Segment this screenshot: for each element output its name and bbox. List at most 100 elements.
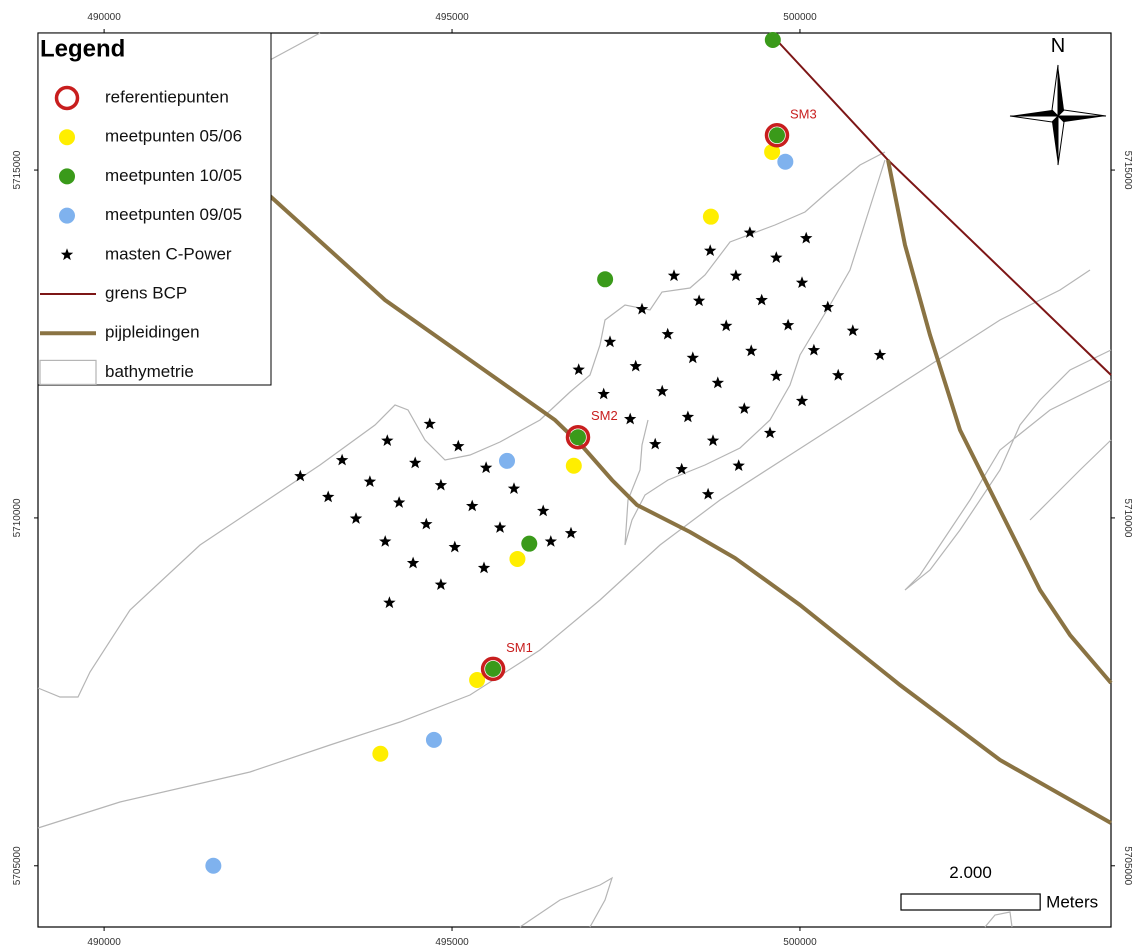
- y-tick-label: 5715000: [1122, 151, 1133, 190]
- turbine: [393, 496, 406, 508]
- legend-items: referentiepunten meetpunten 05/06 meetpunt…: [39, 85, 242, 385]
- turbine: [507, 482, 521, 494]
- turbine: [770, 369, 783, 382]
- scale-label: 2.000: [949, 863, 992, 882]
- turbine: [544, 535, 557, 547]
- measurement-point: [499, 452, 516, 469]
- y-tick-label: 5705000: [12, 846, 23, 885]
- depth-contour: [984, 911, 1013, 928]
- pipeline: [268, 194, 1112, 825]
- measurement-point: [469, 672, 486, 689]
- pipeline: [886, 159, 1113, 685]
- reference-point: [764, 123, 790, 148]
- turbine: [800, 231, 813, 244]
- turbine: [448, 540, 461, 553]
- turbine: [656, 384, 669, 397]
- turbine: [795, 394, 809, 407]
- x-tick-label: 495000: [435, 937, 469, 948]
- y-tick-label: 5715000: [12, 150, 23, 189]
- depth-contour: [269, 32, 321, 61]
- measurement-point: [764, 31, 781, 48]
- turbine: [729, 269, 743, 282]
- turbine: [661, 327, 674, 340]
- compass: [1052, 116, 1058, 165]
- turbine: [701, 487, 715, 500]
- turbine: [832, 368, 845, 381]
- turbine: [349, 512, 363, 524]
- turbine: [322, 490, 335, 503]
- point-label: SM2: [591, 408, 618, 423]
- measurement-point: [509, 550, 526, 567]
- legend-label: masten C-Power: [105, 244, 232, 263]
- reference-point: [565, 424, 591, 450]
- depth-contour: [37, 269, 1091, 829]
- turbine: [409, 456, 422, 469]
- scale-bar: 2.000 Meters: [900, 863, 1098, 911]
- y-tick-label: 5705000: [1122, 846, 1133, 885]
- turbine: [406, 556, 420, 569]
- turbine: [363, 475, 377, 487]
- measurement-point: [597, 271, 614, 288]
- measurement-point: [702, 208, 719, 225]
- turbine: [704, 244, 717, 256]
- turbine: [846, 324, 859, 336]
- turbine: [294, 469, 307, 482]
- turbine: [649, 437, 662, 450]
- turbine: [434, 578, 448, 590]
- turbine: [667, 269, 681, 282]
- measurement-point: [565, 457, 582, 474]
- turbine: [706, 434, 720, 446]
- legend-label: grens BCP: [105, 283, 187, 302]
- turbine: [564, 526, 578, 539]
- scale-units: Meters: [1046, 892, 1098, 911]
- turbine: [681, 410, 695, 423]
- legend-label: bathymetrie: [105, 362, 194, 381]
- turbine: [493, 521, 507, 533]
- turbine: [743, 226, 756, 238]
- bathymetry: [37, 32, 1112, 928]
- turbine: [381, 434, 394, 446]
- measurement-point: [485, 660, 502, 677]
- turbine: [452, 439, 465, 452]
- turbine: [720, 319, 733, 332]
- turbine: [629, 359, 642, 372]
- legend-label: meetpunten 09/05: [105, 205, 242, 224]
- y-tick-label: 5710000: [1122, 498, 1133, 537]
- legend-label: referentiepunten: [105, 87, 229, 106]
- x-tick-label: 490000: [87, 937, 121, 948]
- north-arrow: N: [1009, 35, 1107, 166]
- turbine: [537, 504, 550, 517]
- turbine: [686, 351, 699, 364]
- turbine: [821, 300, 834, 313]
- turbine: [745, 344, 758, 357]
- depth-contour: [519, 876, 614, 928]
- turbine: [434, 478, 448, 491]
- measurement-point: [764, 143, 781, 160]
- turbine: [477, 561, 491, 574]
- turbine: [738, 402, 751, 414]
- y-tick-label: 5710000: [12, 498, 23, 537]
- turbine: [624, 412, 637, 425]
- turbine: [732, 459, 745, 471]
- x-tick-label: 500000: [783, 12, 817, 23]
- measurement-point: [372, 745, 389, 762]
- measurement-point: [777, 153, 794, 170]
- measurement-point: [569, 429, 586, 446]
- legend: Legend referentiepunten meetpunten 05/06 m…: [37, 32, 272, 386]
- north-label: N: [1051, 35, 1065, 57]
- turbine: [635, 302, 649, 315]
- scale-bar-rect: [900, 893, 1041, 911]
- legend-label: pijpleidingen: [105, 323, 200, 342]
- measurement-point: [425, 731, 442, 748]
- turbine: [763, 426, 777, 439]
- legend-swatch: [54, 85, 80, 111]
- depth-contour: [624, 159, 886, 546]
- legend-swatch: [59, 168, 75, 185]
- turbine: [597, 387, 610, 400]
- legend-swatch: [39, 359, 97, 385]
- x-tick-label: 490000: [87, 12, 121, 23]
- turbine: [795, 276, 809, 288]
- x-tick-label: 500000: [783, 937, 817, 948]
